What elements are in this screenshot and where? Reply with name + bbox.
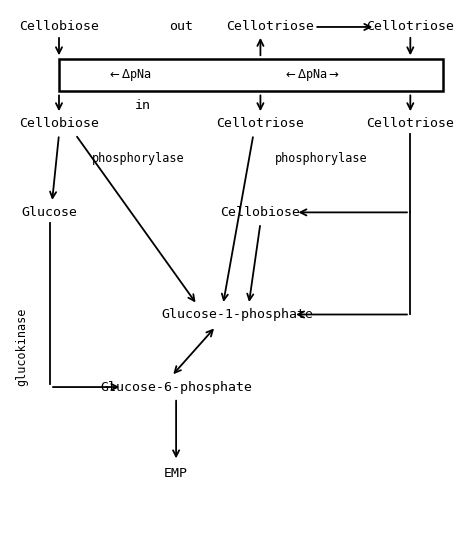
Text: glucokinase: glucokinase xyxy=(15,307,28,386)
Text: Glucose: Glucose xyxy=(22,206,78,219)
Text: $\leftarrow\Delta$pNa: $\leftarrow\Delta$pNa xyxy=(107,67,152,83)
Text: in: in xyxy=(135,99,151,112)
Text: Cellobiose: Cellobiose xyxy=(220,206,301,219)
Text: Cellotriose: Cellotriose xyxy=(366,117,454,130)
Text: Cellobiose: Cellobiose xyxy=(19,21,99,34)
Text: EMP: EMP xyxy=(164,466,188,479)
Text: Cellotriose: Cellotriose xyxy=(226,21,314,34)
Text: Cellotriose: Cellotriose xyxy=(366,21,454,34)
Text: phosphorylase: phosphorylase xyxy=(92,152,185,165)
Text: $\leftarrow\Delta$pNa$\rightarrow$: $\leftarrow\Delta$pNa$\rightarrow$ xyxy=(283,67,340,83)
Bar xyxy=(59,59,443,91)
Text: Cellotriose: Cellotriose xyxy=(217,117,304,130)
Text: Glucose-6-phosphate: Glucose-6-phosphate xyxy=(100,381,252,394)
Text: Glucose-1-phosphate: Glucose-1-phosphate xyxy=(161,308,313,321)
Text: out: out xyxy=(169,21,193,34)
Text: Cellobiose: Cellobiose xyxy=(19,117,99,130)
Text: phosphorylase: phosphorylase xyxy=(275,152,368,165)
